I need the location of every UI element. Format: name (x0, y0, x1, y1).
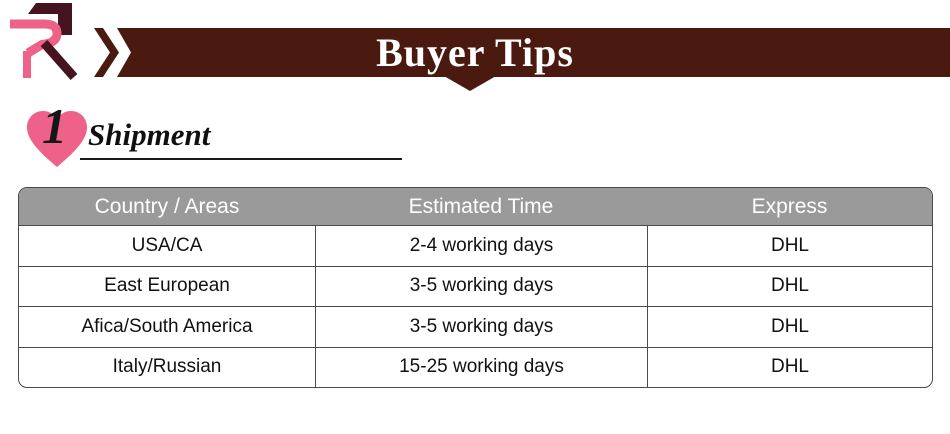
table-row: USA/CA 2-4 working days DHL (19, 225, 932, 266)
banner-bar (117, 28, 950, 77)
table-row: Italy/Russian 15-25 working days DHL (19, 346, 932, 387)
shipping-table: Country / Areas Estimated Time Express U… (18, 187, 933, 388)
table-header-row: Country / Areas Estimated Time Express (19, 188, 932, 225)
cell-time: 2-4 working days (315, 226, 647, 266)
cell-country: East European (104, 275, 230, 297)
cell-express: DHL (647, 226, 932, 266)
cell-time: 15-25 working days (315, 347, 647, 387)
cell-country: Afica/South America (81, 315, 253, 337)
table-row: East European 3-5 working days DHL (19, 265, 932, 306)
cell-time: 3-5 working days (315, 266, 647, 306)
column-header-time: Estimated Time (408, 194, 554, 218)
brand-logo-r-icon (10, 3, 78, 80)
section-title: Shipment (88, 117, 211, 152)
cell-country: USA/CA (131, 234, 203, 256)
column-header-country: Country / Areas (94, 194, 240, 218)
section-number: 1 (42, 98, 67, 154)
cell-express: DHL (647, 266, 932, 306)
cell-time: 3-5 working days (315, 307, 647, 347)
section-underline (80, 158, 402, 160)
table-row: Afica/South America 3-5 working days DHL (19, 306, 932, 347)
banner-title: Buyer Tips (376, 30, 574, 75)
cell-express: DHL (647, 307, 932, 347)
column-header-express: Express (751, 194, 828, 218)
heart-icon (27, 111, 87, 167)
logo-dark-leg (40, 40, 78, 80)
logo-dark-flag (28, 3, 72, 35)
chevron-right-icon (94, 28, 119, 77)
cell-country: Italy/Russian (112, 356, 222, 378)
cell-express: DHL (647, 347, 932, 387)
banner-tail (444, 76, 496, 91)
